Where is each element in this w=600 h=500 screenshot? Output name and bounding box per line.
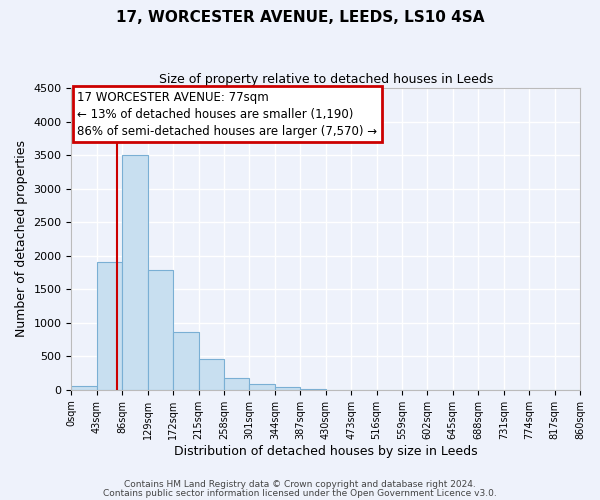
- Title: Size of property relative to detached houses in Leeds: Size of property relative to detached ho…: [158, 72, 493, 86]
- X-axis label: Distribution of detached houses by size in Leeds: Distribution of detached houses by size …: [174, 444, 478, 458]
- Bar: [97, 262, 122, 390]
- Bar: [71, 386, 97, 390]
- Bar: [122, 155, 148, 390]
- Bar: [300, 389, 326, 390]
- Bar: [275, 387, 300, 390]
- Text: Contains public sector information licensed under the Open Government Licence v3: Contains public sector information licen…: [103, 489, 497, 498]
- Bar: [199, 359, 224, 390]
- Bar: [173, 332, 199, 390]
- Text: 17 WORCESTER AVENUE: 77sqm
← 13% of detached houses are smaller (1,190)
86% of s: 17 WORCESTER AVENUE: 77sqm ← 13% of deta…: [77, 90, 377, 138]
- Text: 17, WORCESTER AVENUE, LEEDS, LS10 4SA: 17, WORCESTER AVENUE, LEEDS, LS10 4SA: [116, 10, 484, 25]
- Text: Contains HM Land Registry data © Crown copyright and database right 2024.: Contains HM Land Registry data © Crown c…: [124, 480, 476, 489]
- Bar: [224, 378, 250, 390]
- Y-axis label: Number of detached properties: Number of detached properties: [15, 140, 28, 338]
- Bar: [250, 384, 275, 390]
- Bar: [148, 270, 173, 390]
